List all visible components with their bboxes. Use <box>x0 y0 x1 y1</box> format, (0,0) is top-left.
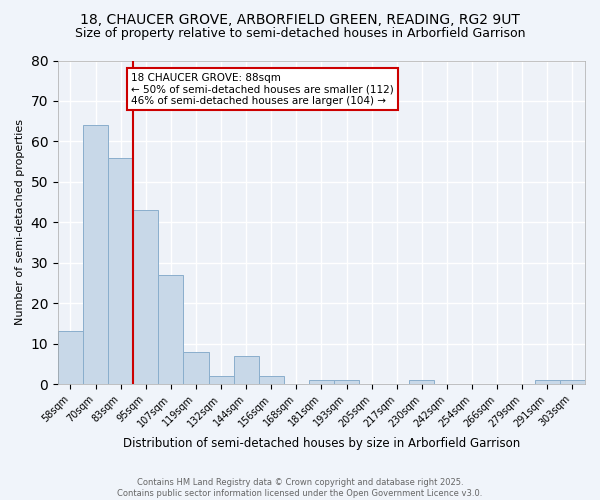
Text: 18, CHAUCER GROVE, ARBORFIELD GREEN, READING, RG2 9UT: 18, CHAUCER GROVE, ARBORFIELD GREEN, REA… <box>80 12 520 26</box>
Bar <box>560 380 585 384</box>
X-axis label: Distribution of semi-detached houses by size in Arborfield Garrison: Distribution of semi-detached houses by … <box>123 437 520 450</box>
Text: 18 CHAUCER GROVE: 88sqm
← 50% of semi-detached houses are smaller (112)
46% of s: 18 CHAUCER GROVE: 88sqm ← 50% of semi-de… <box>131 72 394 106</box>
Bar <box>409 380 434 384</box>
Bar <box>334 380 359 384</box>
Bar <box>209 376 233 384</box>
Bar <box>158 275 184 384</box>
Bar <box>233 356 259 384</box>
Bar <box>184 352 209 384</box>
Bar <box>535 380 560 384</box>
Bar <box>58 332 83 384</box>
Text: Contains HM Land Registry data © Crown copyright and database right 2025.
Contai: Contains HM Land Registry data © Crown c… <box>118 478 482 498</box>
Bar <box>108 158 133 384</box>
Bar <box>259 376 284 384</box>
Y-axis label: Number of semi-detached properties: Number of semi-detached properties <box>15 120 25 326</box>
Bar <box>83 125 108 384</box>
Bar <box>309 380 334 384</box>
Text: Size of property relative to semi-detached houses in Arborfield Garrison: Size of property relative to semi-detach… <box>75 28 525 40</box>
Bar <box>133 210 158 384</box>
